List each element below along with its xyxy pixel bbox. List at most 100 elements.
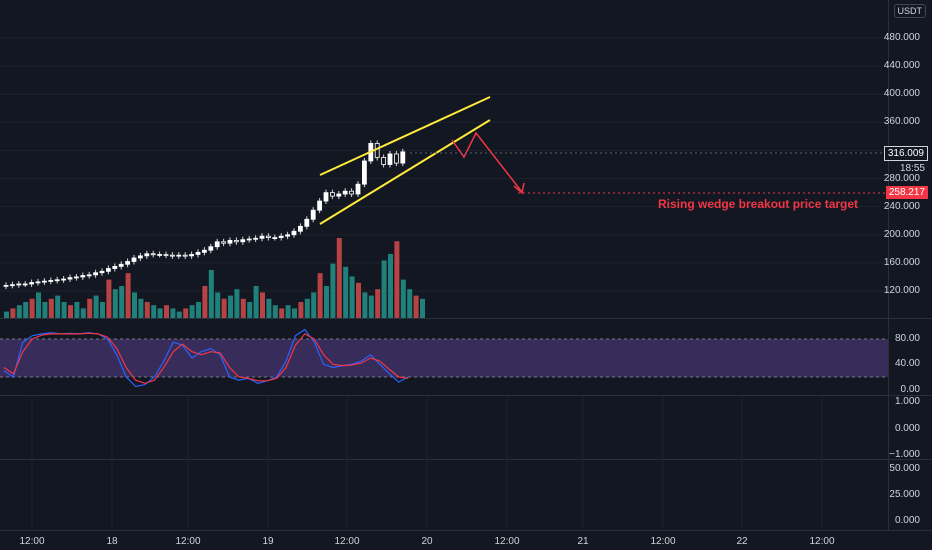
volume-bar — [279, 308, 285, 318]
wedge-upper-line — [319, 96, 491, 176]
volume-bar — [324, 286, 329, 318]
volume-bar — [170, 308, 176, 318]
candle-body — [80, 275, 86, 278]
candle-body — [291, 230, 297, 236]
candle-body — [400, 151, 406, 164]
volume-bar — [48, 298, 54, 318]
volume-bar — [112, 289, 118, 318]
indicator-pane-4[interactable] — [0, 460, 932, 530]
volume-bar — [42, 302, 48, 318]
indicator-pane-3[interactable] — [0, 396, 932, 459]
candle-body — [329, 192, 335, 197]
candle-body — [29, 282, 35, 285]
candle-body — [163, 254, 169, 256]
volume-bar — [240, 298, 246, 318]
volume-bar — [400, 279, 406, 318]
candle-body — [233, 239, 239, 243]
volume-bar — [260, 292, 265, 318]
time-axis-label: 12:00 — [334, 536, 360, 547]
volume-bar — [68, 305, 73, 318]
volume-bar — [144, 302, 150, 318]
time-axis-label: 12:00 — [494, 536, 520, 547]
volume-bar — [394, 241, 400, 318]
volume-bar — [4, 311, 9, 318]
currency-label[interactable]: USDT — [893, 4, 926, 18]
candle-body — [112, 266, 118, 269]
candle-body — [297, 225, 303, 232]
volume-bar — [176, 311, 182, 318]
volume-bar — [164, 305, 169, 318]
candle-body — [9, 284, 15, 287]
volume-bar — [196, 302, 201, 318]
candle-body — [35, 281, 41, 284]
volume-bar — [61, 302, 67, 318]
volume-bar — [336, 238, 342, 318]
volume-bar — [87, 298, 93, 318]
time-axis-label: 20 — [421, 536, 433, 547]
candle-body — [387, 153, 393, 165]
candle-body — [118, 263, 124, 267]
pane-separator[interactable] — [0, 459, 932, 460]
candle-body — [393, 153, 399, 164]
annotation-label[interactable]: Rising wedge breakout price target — [658, 197, 859, 211]
price-axis-label: 240.000 — [883, 201, 920, 212]
pane-separator[interactable] — [0, 395, 932, 396]
candle-body — [99, 270, 105, 274]
candle-body — [214, 241, 220, 248]
candle-body — [259, 235, 265, 239]
projection-path — [451, 131, 523, 193]
volume-bar — [106, 279, 112, 318]
price-axis-label: 440.000 — [883, 60, 920, 71]
volume-bar — [311, 292, 317, 318]
candle-body — [137, 255, 143, 259]
stoch-axis-label: 80.00 — [894, 333, 920, 344]
volume-bar — [29, 298, 35, 318]
candle-body — [342, 190, 348, 195]
candle-body — [16, 283, 22, 286]
candle-body — [169, 254, 175, 257]
candle-body — [227, 239, 233, 244]
candle-body — [349, 190, 355, 195]
pane-separator[interactable] — [0, 318, 932, 319]
candle-body — [285, 234, 291, 237]
candle-body — [208, 246, 214, 251]
volume-bar — [343, 266, 349, 318]
price-axis-label: 280.000 — [883, 173, 920, 184]
time-axis-separator — [0, 530, 932, 531]
candle-body — [22, 283, 28, 286]
arrow-head — [513, 182, 525, 195]
volume-bar — [349, 276, 355, 318]
volume-bar — [413, 295, 419, 318]
price-axis-label: 400.000 — [883, 88, 920, 99]
volume-bar — [407, 289, 413, 318]
price-axis-label: 200.000 — [883, 229, 920, 240]
stoch-axis-label: 40.00 — [894, 358, 920, 369]
candle-body — [189, 254, 195, 257]
volume-bar — [119, 286, 125, 318]
volume-bar — [253, 286, 259, 318]
time-axis-label: 12:00 — [19, 536, 45, 547]
candle-body — [221, 241, 227, 244]
time-axis-label: 12:00 — [650, 536, 676, 547]
candle-body — [253, 237, 259, 240]
volume-bar — [125, 273, 131, 318]
candle-body — [195, 251, 201, 255]
candle-body — [42, 280, 47, 283]
volume-bar — [298, 302, 304, 318]
stoch-band — [0, 339, 888, 377]
volume-bar — [247, 302, 253, 318]
stoch-axis-label: 0.00 — [900, 384, 920, 395]
volume-bar — [138, 298, 144, 318]
volume-bar — [215, 292, 221, 318]
volume-bar — [100, 302, 105, 318]
candle-body — [265, 235, 271, 238]
countdown-label: 18:55 — [899, 163, 925, 174]
stochastic-pane[interactable] — [0, 319, 932, 395]
candle-body — [246, 238, 252, 241]
time-axis-label: 19 — [262, 536, 274, 547]
candle-body — [125, 261, 130, 265]
price-pane[interactable] — [0, 0, 932, 318]
candle-body — [54, 279, 60, 282]
price-axis-label: 160.000 — [883, 257, 920, 268]
